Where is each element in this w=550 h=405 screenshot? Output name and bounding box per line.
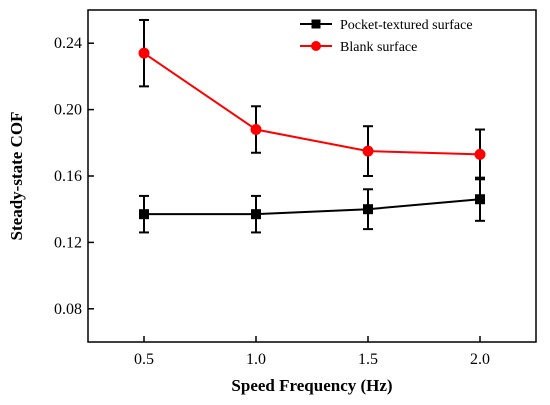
legend-marker-square [311, 19, 321, 29]
legend-marker-circle [311, 41, 321, 51]
data-point-square [139, 209, 149, 220]
axis-ticks: 0.5 1.0 1.5 2.0 0.08 0.12 0.16 0.20 0.24 [54, 35, 490, 368]
x-tick-label: 1.5 [358, 351, 378, 368]
y-tick-label: 0.08 [54, 301, 82, 318]
data-point-square [251, 209, 261, 220]
x-axis-title: Speed Frequency (Hz) [231, 376, 392, 395]
y-tick-label: 0.24 [54, 35, 82, 52]
data-point-circle [362, 145, 374, 157]
y-tick-label: 0.12 [54, 234, 82, 251]
data-point-circle [138, 47, 150, 59]
data-point-square [363, 204, 373, 215]
legend-label: Blank surface [340, 40, 417, 55]
series-line [144, 198, 481, 216]
x-tick-label: 0.5 [134, 351, 154, 368]
y-axis-title: Steady-state COF [7, 112, 26, 241]
legend-label: Pocket-textured surface [340, 18, 473, 33]
y-tick-label: 0.16 [54, 168, 82, 185]
data-point-circle [250, 124, 262, 136]
x-tick-label: 1.0 [246, 351, 266, 368]
y-tick-label: 0.20 [54, 102, 82, 119]
legend: Pocket-textured surface Blank surface [300, 18, 473, 55]
series-line [143, 52, 481, 156]
x-tick-label: 2.0 [470, 351, 490, 368]
data-point-circle [474, 148, 486, 160]
series-layer [138, 18, 486, 234]
data-point-square [475, 194, 485, 205]
